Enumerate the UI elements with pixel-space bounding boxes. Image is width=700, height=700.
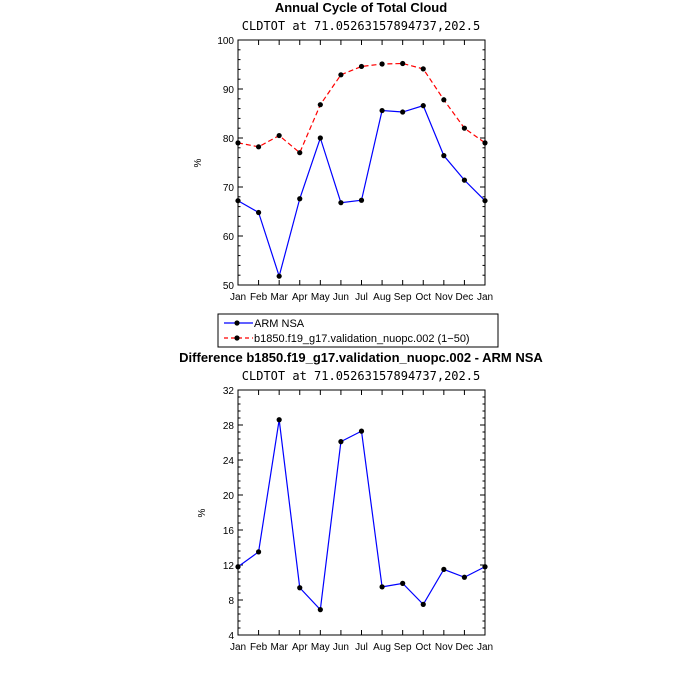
chart2-xtick-label: Mar (271, 642, 289, 653)
chart2-xtick-label: Feb (250, 642, 268, 653)
chart1-series-1-point (358, 63, 365, 70)
chart1-series-1-point (276, 132, 282, 139)
chart2-series-0-point (441, 566, 447, 572)
chart1-series-0-line (237, 104, 486, 279)
chart2-ytick-label: 16 (223, 526, 235, 537)
chart2-series-0-point (400, 580, 406, 586)
chart2-series-0-point (379, 584, 385, 590)
chart2-ytick-label: 12 (223, 561, 235, 572)
chart1-xtick-label: Jan (477, 292, 493, 303)
chart1-series-1-point (482, 140, 488, 146)
legend-label-arm: ARM NSA (254, 318, 305, 330)
chart1-frame (237, 39, 486, 286)
chart1-xtick-label: Feb (250, 292, 268, 303)
chart1-ytick-label: 60 (223, 232, 235, 243)
chart1-series-0-point (338, 200, 344, 206)
legend-marker-arm (234, 320, 240, 326)
chart2-subtitle: CLDTOT at 71.05263157894737,202.5 (242, 369, 480, 383)
chart1-legend: ARM NSA b1850.f19_g17.validation_nuopc.0… (217, 313, 499, 348)
chart1-series-1-point (338, 72, 344, 78)
chart2-series-0-point (297, 585, 303, 591)
chart2-series-0-point (461, 574, 468, 580)
chart2-ytick-label: 4 (228, 631, 234, 642)
chart1-series-0-point (255, 209, 262, 216)
chart1-ylabel: % (193, 158, 204, 167)
chart1-ytick-label: 70 (223, 183, 235, 194)
chart1-series-0-point (420, 103, 426, 109)
chart1-title: Annual Cycle of Total Cloud (275, 0, 447, 15)
chart2-xtick-label: Dec (456, 642, 474, 653)
chart2-ylabel: % (197, 508, 208, 517)
chart1-ytick-label: 50 (223, 281, 235, 292)
chart1-series-0-point (400, 109, 406, 115)
chart2-ytick-label: 32 (223, 386, 235, 397)
chart2-plot: 4 8 12 16 20 24 28 32 Jan Feb Mar Apr May Jun Jul Aug Se… (223, 386, 493, 653)
chart1-xtick-label: Apr (292, 292, 308, 303)
chart1-series-1-point (420, 66, 426, 72)
chart1-xtick-label: Sep (394, 292, 412, 303)
legend-marker-model (234, 335, 240, 341)
chart1-xtick-label: Nov (435, 292, 453, 303)
chart1-series-1-point (441, 97, 447, 103)
chart1-series-0-point (441, 153, 447, 159)
chart2-ytick-label: 8 (228, 596, 234, 607)
chart2-series-0-point (276, 417, 282, 423)
chart2-ytick-label: 24 (223, 456, 235, 467)
chart2-xtick-label: Sep (394, 642, 412, 653)
chart1-xtick-label: May (311, 292, 330, 303)
chart2-frame (237, 389, 486, 636)
chart1-xtick-label: Dec (456, 292, 474, 303)
legend-box (217, 313, 499, 348)
chart1-series-0-point (235, 198, 241, 204)
chart2-ytick-label: 28 (223, 421, 235, 432)
chart1-series-1-point (255, 144, 262, 150)
chart1-series-0-point (358, 197, 365, 203)
chart1-xtick-label: Aug (373, 292, 391, 303)
chart1-series-1-point (235, 140, 241, 146)
chart1-subtitle: CLDTOT at 71.05263157894737,202.5 (242, 19, 480, 33)
chart1-ytick-label: 90 (223, 85, 235, 96)
chart2-xtick-label: Jul (355, 642, 368, 653)
chart1-series-1-point (317, 102, 323, 108)
chart2-series-0-point (338, 439, 344, 445)
chart2-xtick-label: Jun (333, 642, 349, 653)
chart1-series-0-point (276, 273, 282, 279)
chart2-title: Difference b1850.f19_g17.validation_nuop… (179, 350, 543, 365)
chart1-series-1-point (297, 150, 303, 156)
chart2-series-0-point (358, 428, 365, 434)
chart1-series-0-point (379, 107, 385, 114)
chart2-series-0-point (317, 607, 323, 613)
chart2-xtick-label: Nov (435, 642, 453, 653)
chart2-series-0-point (482, 564, 488, 570)
chart1-ytick-label: 100 (217, 36, 234, 47)
chart1-series-1-line (237, 62, 486, 154)
chart2-series-0-line (237, 419, 486, 611)
chart1-xtick-label: Jan (230, 292, 246, 303)
chart1-series-1-point (461, 125, 468, 131)
chart1-plot: 50 60 70 80 90 100 Jan Feb Mar Apr May Jun Jul Aug Sep… (217, 36, 493, 303)
chart1-xtick-label: Jun (333, 292, 349, 303)
chart1-series-0-point (297, 196, 303, 202)
chart2-xtick-label: Apr (292, 642, 308, 653)
chart1-ytick-label: 80 (223, 134, 235, 145)
chart1-xtick-label: Jul (355, 292, 368, 303)
chart2-series-0-point (420, 601, 426, 607)
chart2-xtick-label: Oct (415, 642, 431, 653)
chart2-ytick-label: 20 (223, 491, 235, 502)
chart2-series-0-point (255, 549, 262, 555)
chart1-series-0-point (482, 198, 488, 204)
chart2-series-0-point (235, 564, 241, 570)
chart2-xtick-label: May (311, 642, 330, 653)
chart2-xtick-label: Jan (477, 642, 493, 653)
chart1-series-1-point (400, 60, 406, 67)
chart1-xtick-label: Mar (271, 292, 289, 303)
chart1-series-1-point (379, 61, 385, 67)
legend-label-model: b1850.f19_g17.validation_nuopc.002 (1−50… (254, 333, 470, 345)
chart1-series-0-point (461, 177, 468, 183)
chart2-xtick-label: Aug (373, 642, 391, 653)
chart1-xtick-label: Oct (415, 292, 431, 303)
chart2-xtick-label: Jan (230, 642, 246, 653)
chart1-series-0-point (317, 135, 323, 141)
